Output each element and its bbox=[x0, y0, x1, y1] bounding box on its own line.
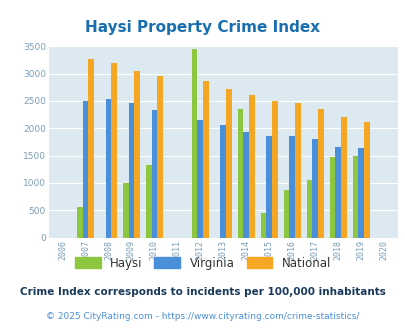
Bar bbox=[266, 136, 271, 238]
Bar bbox=[271, 101, 277, 238]
Bar bbox=[260, 213, 266, 238]
Bar bbox=[226, 89, 231, 238]
Text: Crime Index corresponds to incidents per 100,000 inhabitants: Crime Index corresponds to incidents per… bbox=[20, 287, 385, 297]
Bar bbox=[105, 99, 111, 238]
Bar bbox=[329, 157, 335, 238]
Bar bbox=[311, 139, 317, 238]
Bar bbox=[77, 207, 82, 238]
Bar bbox=[317, 109, 323, 238]
Bar bbox=[294, 103, 300, 238]
Bar bbox=[122, 183, 128, 238]
Bar bbox=[197, 120, 202, 238]
Bar bbox=[289, 136, 294, 238]
Legend: Haysi, Virginia, National: Haysi, Virginia, National bbox=[75, 257, 330, 270]
Bar bbox=[352, 155, 357, 238]
Bar bbox=[243, 132, 249, 238]
Bar bbox=[249, 95, 254, 238]
Bar bbox=[202, 81, 209, 238]
Bar bbox=[134, 71, 140, 238]
Bar bbox=[128, 103, 134, 238]
Bar bbox=[191, 49, 197, 238]
Text: © 2025 CityRating.com - https://www.cityrating.com/crime-statistics/: © 2025 CityRating.com - https://www.city… bbox=[46, 312, 359, 321]
Bar bbox=[283, 190, 289, 238]
Bar bbox=[335, 148, 340, 238]
Bar bbox=[237, 109, 243, 238]
Bar bbox=[151, 110, 157, 238]
Bar bbox=[340, 117, 346, 238]
Bar bbox=[88, 59, 94, 238]
Bar bbox=[145, 165, 151, 238]
Bar bbox=[220, 125, 226, 238]
Bar bbox=[363, 122, 369, 238]
Bar bbox=[306, 180, 311, 238]
Bar bbox=[82, 101, 88, 238]
Text: Haysi Property Crime Index: Haysi Property Crime Index bbox=[85, 20, 320, 35]
Bar bbox=[357, 148, 363, 238]
Bar bbox=[157, 76, 162, 238]
Bar bbox=[111, 63, 117, 238]
